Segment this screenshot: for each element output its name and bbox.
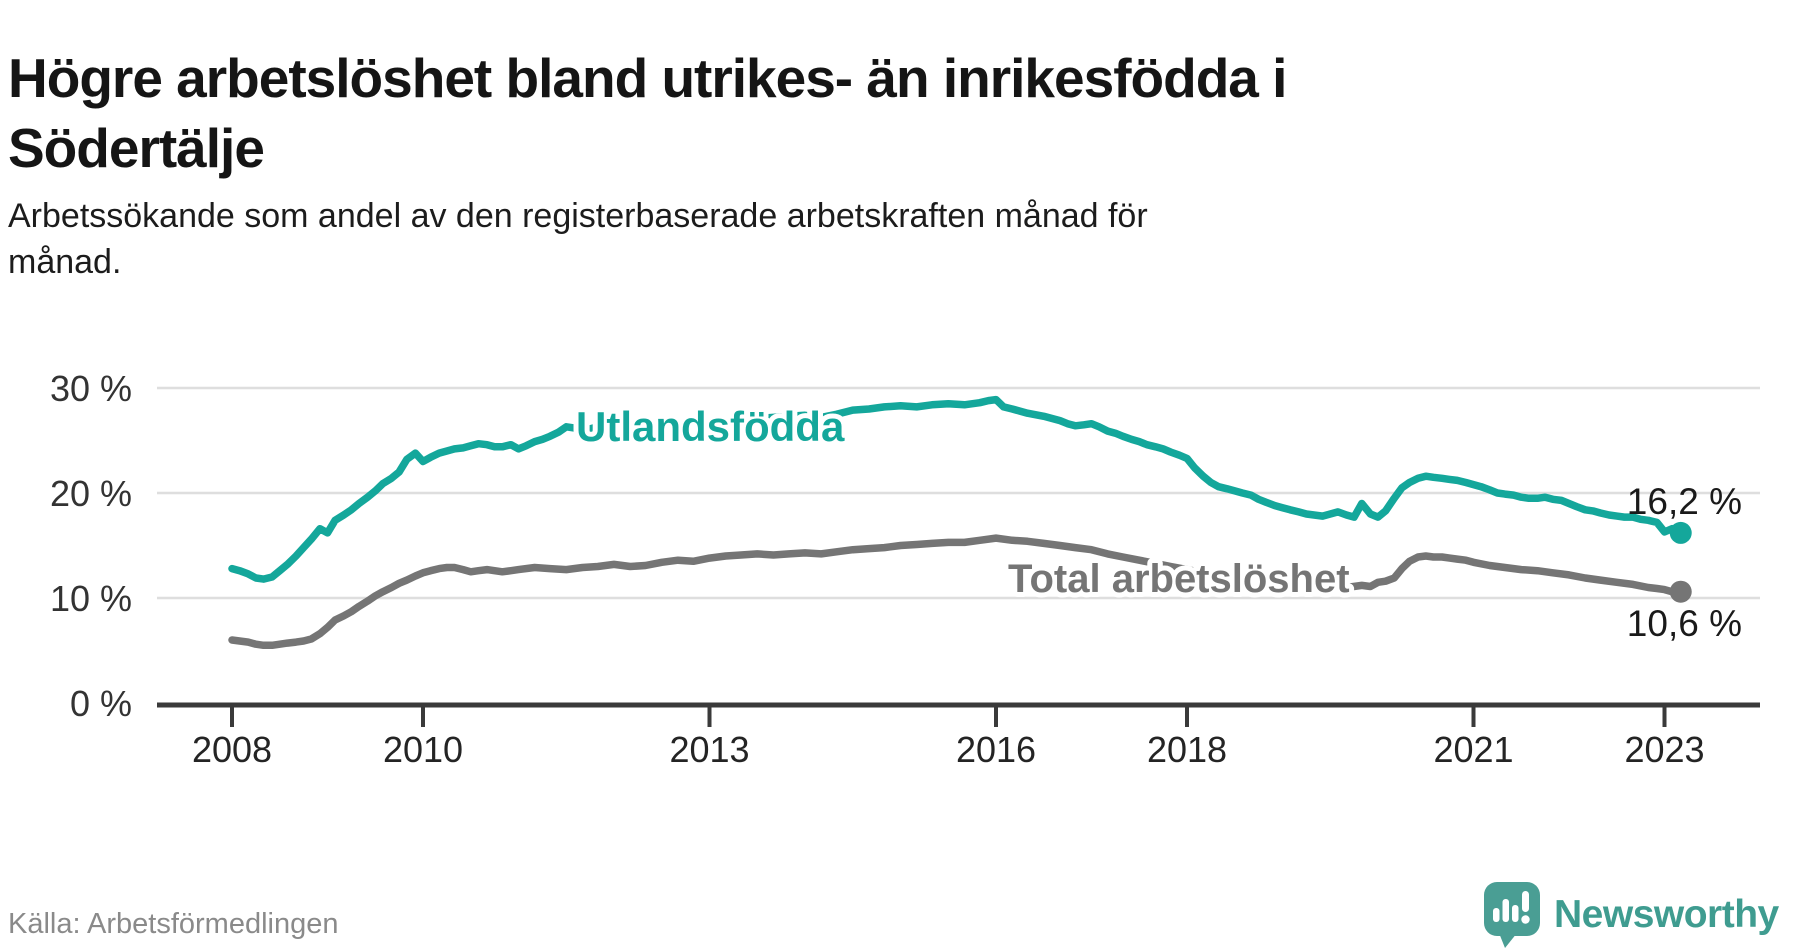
chart-subtitle-line-1: Arbetssökande som andel av den registerb… (8, 197, 1148, 235)
y-tick-label-0: 0 % (70, 683, 132, 724)
tick-labels: 30 % 20 % 10 % 0 % 2008 2010 2013 2016 2018 2021 2… (50, 368, 1705, 770)
x-tick-label-2016: 2016 (956, 729, 1036, 770)
end-dot-utlandsfodda (1669, 521, 1692, 544)
end-dot-total (1669, 580, 1692, 603)
y-tick-label-20: 20 % (50, 473, 132, 514)
series-line-total (228, 534, 1685, 650)
bar-icon-3 (1512, 905, 1519, 922)
chart-subtitle-line-2: månad. (8, 242, 122, 281)
x-tick-label-2023: 2023 (1624, 729, 1704, 770)
series-label-total-arbetsloshet: Total arbetslöshet (1008, 557, 1350, 601)
end-value-total-arbetsloshet: 10,6 % (1627, 603, 1742, 644)
page-title-line-2: Södertälje (8, 117, 265, 180)
chart-subtitle: Arbetssökande som andel av den registerb… (8, 194, 1468, 286)
series-label-utlandsfodda: Utlandsfödda (576, 403, 845, 450)
page-title-line-1: Högre arbetslöshet bland utrikes- än inr… (8, 46, 1287, 109)
page-title: Högre arbetslöshet bland utrikes- än inr… (8, 43, 1568, 184)
newsworthy-icon (1484, 882, 1540, 948)
x-tick-label-2021: 2021 (1433, 729, 1513, 770)
exclamation-icon-bar (1522, 891, 1529, 912)
bar-icon-1 (1493, 908, 1500, 922)
x-tick-label-2008: 2008 (192, 729, 272, 770)
x-tick-label-2010: 2010 (383, 729, 463, 770)
series-line-utlandsfodda (228, 395, 1685, 583)
brand-logo: Newsworthy (1484, 882, 1779, 948)
y-tick-label-10: 10 % (50, 578, 132, 619)
brand-wordmark: Newsworthy (1554, 893, 1779, 936)
bar-icon-2 (1502, 899, 1509, 922)
x-axis (157, 702, 1760, 727)
end-dots (1669, 521, 1692, 603)
y-tick-label-30: 30 % (50, 368, 132, 409)
source-note: Källa: Arbetsförmedlingen (8, 908, 339, 940)
x-tick-label-2018: 2018 (1147, 729, 1227, 770)
exclamation-icon-dot (1521, 915, 1530, 924)
x-tick-label-2013: 2013 (669, 729, 749, 770)
series-lines (228, 395, 1685, 650)
end-value-utlandsfodda: 16,2 % (1627, 481, 1742, 522)
